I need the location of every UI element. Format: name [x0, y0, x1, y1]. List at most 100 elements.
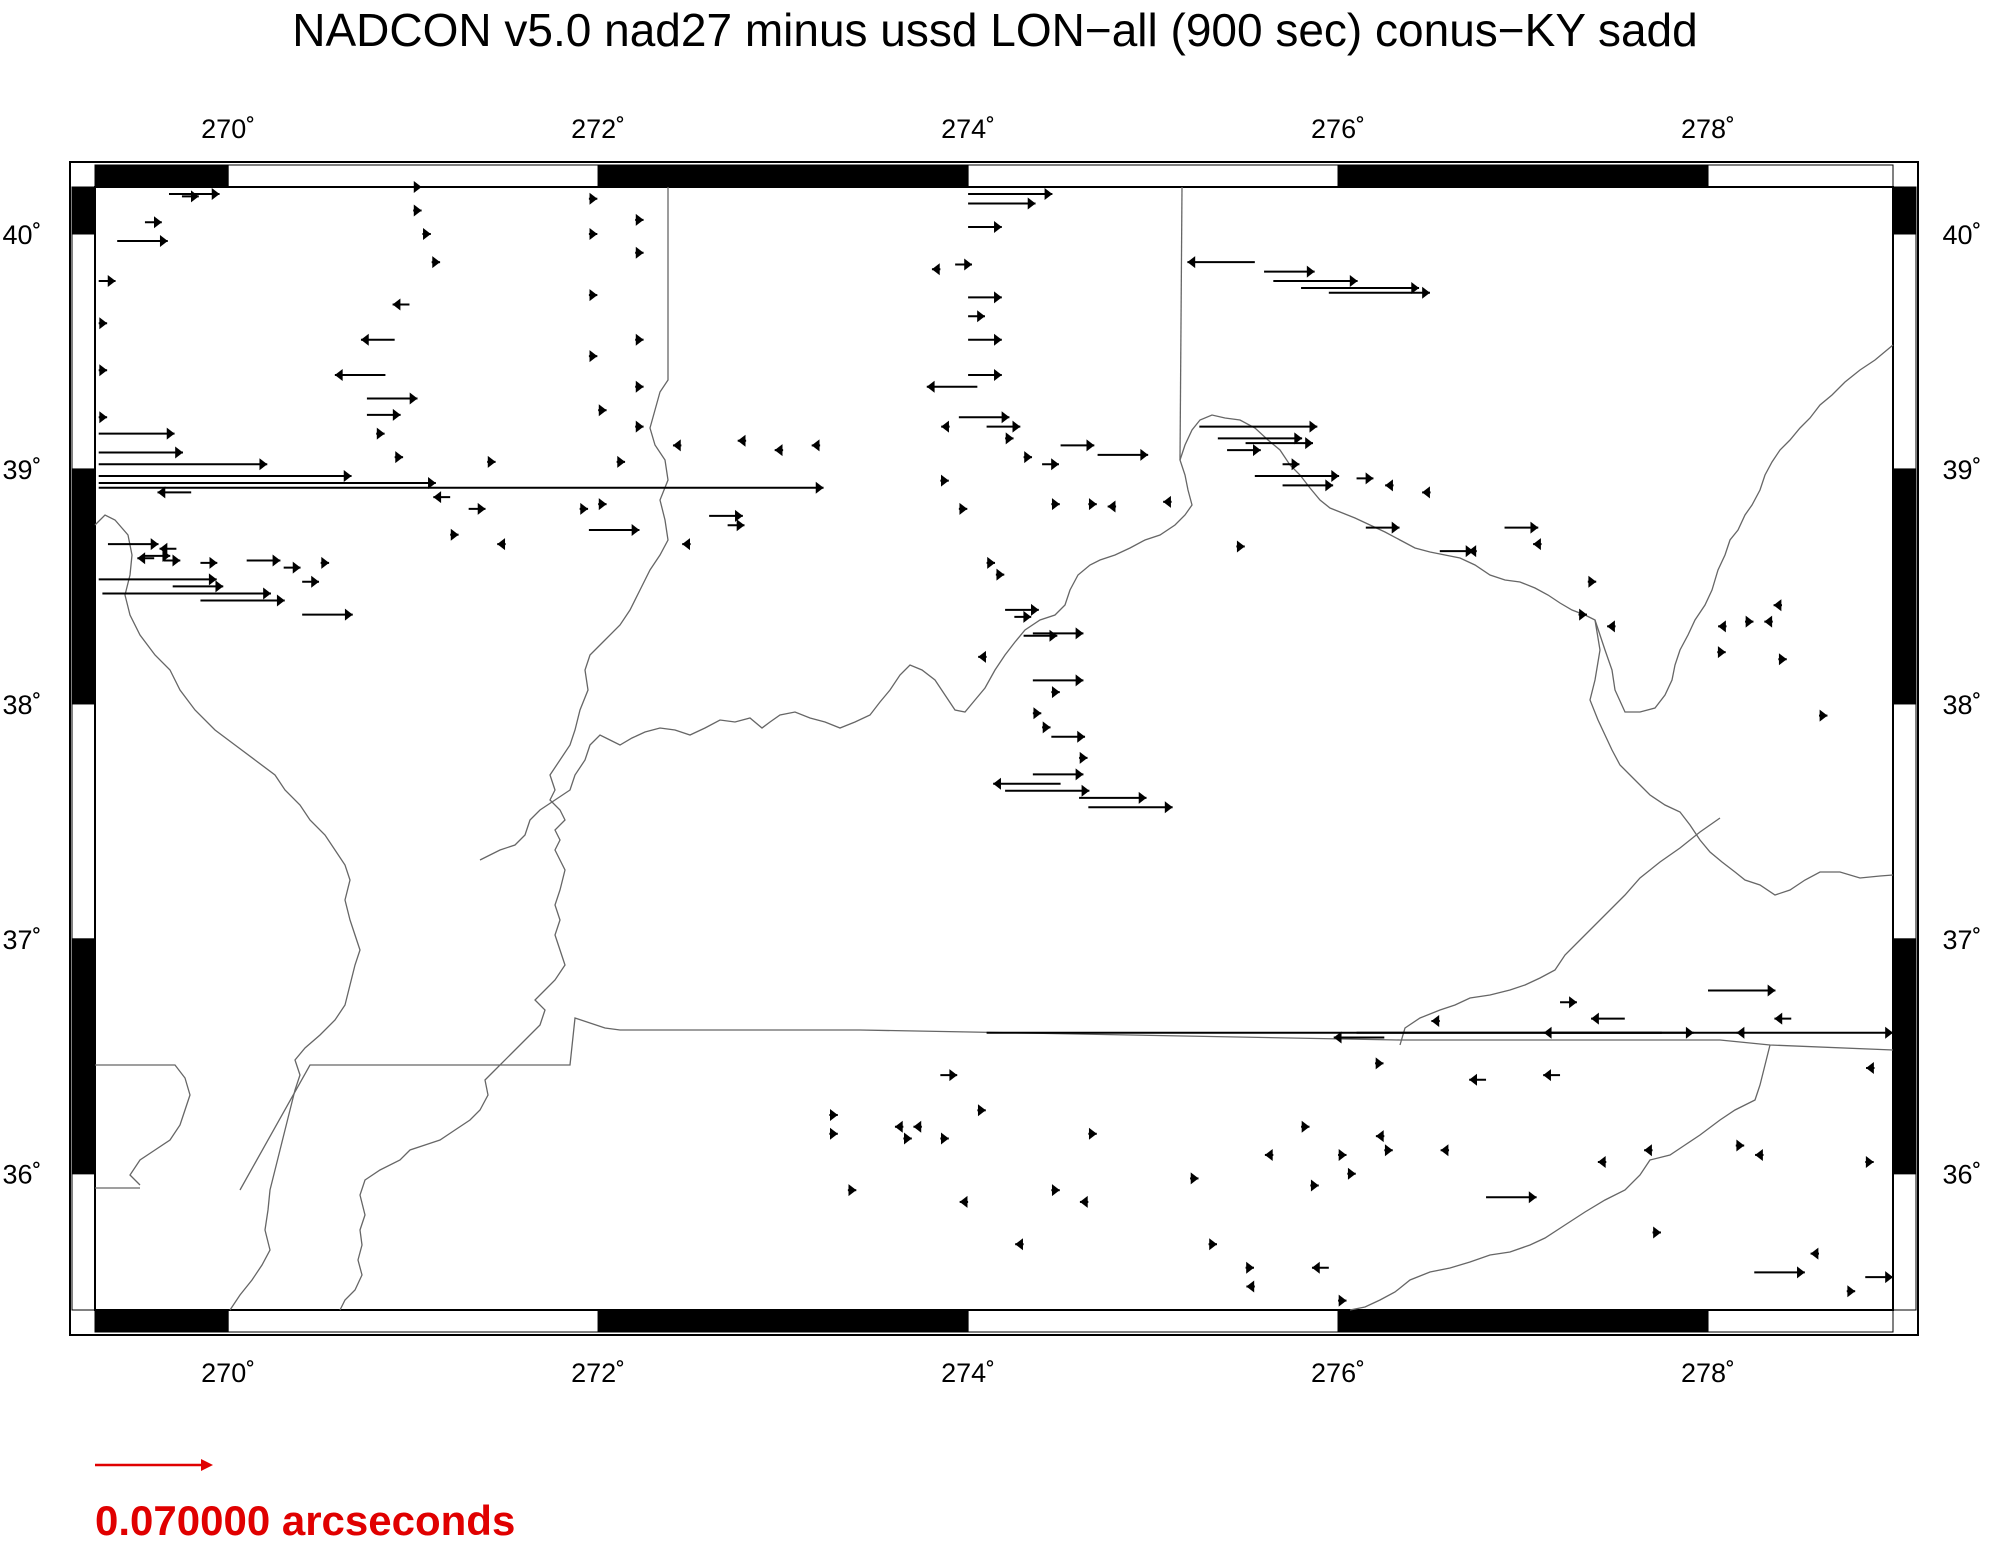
vector-head [1331, 469, 1340, 482]
vector-arrow [903, 1132, 912, 1145]
scale-arrow-head [201, 1459, 213, 1471]
lat-tick-label-left: 39˚ [2, 455, 41, 485]
vector-head [993, 777, 1001, 790]
frame-bar-bottom [597, 1309, 969, 1333]
vector-arrow [672, 439, 682, 452]
vector-head [1001, 411, 1010, 424]
frame-bar-bottom [94, 1309, 229, 1333]
vector-arrow [1163, 495, 1172, 508]
vector-arrow [1468, 545, 1477, 558]
vector-head [977, 1104, 986, 1117]
vector-arrow [1469, 1073, 1487, 1086]
vector-arrow [1097, 448, 1149, 461]
frame-bar-top [227, 164, 599, 188]
vector-head [334, 368, 343, 381]
vector-head [1187, 256, 1196, 269]
lat-tick-label-left: 37˚ [2, 925, 41, 955]
lat-tick-label-right: 39˚ [1942, 455, 1981, 485]
ky-in-ohio-river [479, 344, 1894, 861]
vector-head [428, 477, 436, 490]
vector-head [635, 246, 644, 259]
vector-head [1588, 575, 1597, 588]
vector-head [1717, 646, 1726, 659]
vector-head [964, 258, 973, 271]
vector-arrow [1755, 1148, 1764, 1161]
vector-head [1012, 420, 1021, 433]
vector-head [208, 573, 217, 586]
vector-head [996, 568, 1005, 581]
vector-arrow [1543, 1069, 1561, 1082]
vector-head [1075, 627, 1084, 640]
vector-arrow [847, 1184, 857, 1197]
ky-wv-boundary [1589, 619, 1894, 896]
vector-arrow [1591, 1012, 1625, 1025]
vector-arrow [1051, 498, 1060, 511]
vector-head [994, 368, 1002, 381]
vector-arrow [163, 554, 181, 567]
vector-arrow [320, 556, 330, 569]
vector-head [1591, 1012, 1599, 1025]
vector-head [311, 575, 320, 588]
vector-arrow [1347, 1167, 1356, 1180]
vector-head [1086, 439, 1095, 452]
vector-head [1023, 610, 1032, 623]
vector-arrow [366, 392, 418, 405]
vector-head [926, 380, 935, 393]
frame-bar-top [967, 164, 1339, 188]
vector-arrow [1079, 1195, 1089, 1208]
vector-head [1209, 1238, 1218, 1251]
vector-head [1375, 1130, 1384, 1143]
vector-arrow [1190, 1172, 1199, 1185]
vector-arrow [394, 451, 404, 464]
vector-head [1885, 1271, 1893, 1284]
vector-arrow [1736, 1026, 1746, 1039]
vector-arrow [98, 364, 108, 377]
vector-arrow [829, 1109, 838, 1122]
frame-bars [71, 164, 1917, 1333]
vector-head [321, 556, 330, 569]
vector-head [1306, 265, 1315, 278]
vector-arrow [422, 227, 431, 240]
vector-arrow [1846, 1285, 1856, 1298]
lon-tick-label-top: 276˚ [1311, 114, 1365, 144]
vector-arrow [172, 580, 224, 593]
vector-arrow [1764, 615, 1773, 628]
vector-arrow [1607, 620, 1616, 633]
vector-head [409, 392, 418, 405]
vector-head [159, 235, 168, 248]
vector-arrow [200, 556, 218, 569]
vector-head [344, 608, 353, 621]
vector-arrow [635, 333, 644, 346]
vector-arrow [598, 498, 607, 511]
vector-head [1865, 1155, 1874, 1168]
outer-frame [69, 161, 1919, 1336]
vector-head [1469, 1073, 1477, 1086]
vector-arrow [98, 573, 217, 586]
vector-head [154, 216, 162, 229]
vector-arrow [709, 509, 743, 522]
vector-head [1027, 197, 1036, 210]
vector-head [1847, 1285, 1856, 1298]
vector-arrow [1005, 432, 1014, 445]
vector-arrow [1005, 784, 1090, 797]
vector-head [1338, 1294, 1347, 1307]
vector-arrow [137, 552, 155, 565]
vector-head [263, 587, 271, 600]
vector-arrow [635, 246, 644, 259]
vector-head [1294, 432, 1303, 445]
vector-arrow [1866, 1062, 1875, 1075]
vector-arrow [588, 227, 598, 240]
vector-arrow [360, 333, 395, 346]
vector-head [1291, 458, 1300, 471]
lon-tick-label-bottom: 272˚ [571, 1358, 625, 1388]
scale-legend: 0.070000 arcseconds [95, 1459, 515, 1543]
lat-tick-label-right: 37˚ [1942, 925, 1981, 955]
vector-head [162, 549, 171, 562]
vector-arrow [1333, 1031, 1385, 1044]
vector-head [1533, 538, 1541, 551]
vector-head [1422, 286, 1430, 299]
vector-arrow [376, 427, 385, 440]
vector-head [672, 439, 681, 452]
vector-arrow [1745, 615, 1754, 628]
frame-bar-left [71, 233, 96, 470]
